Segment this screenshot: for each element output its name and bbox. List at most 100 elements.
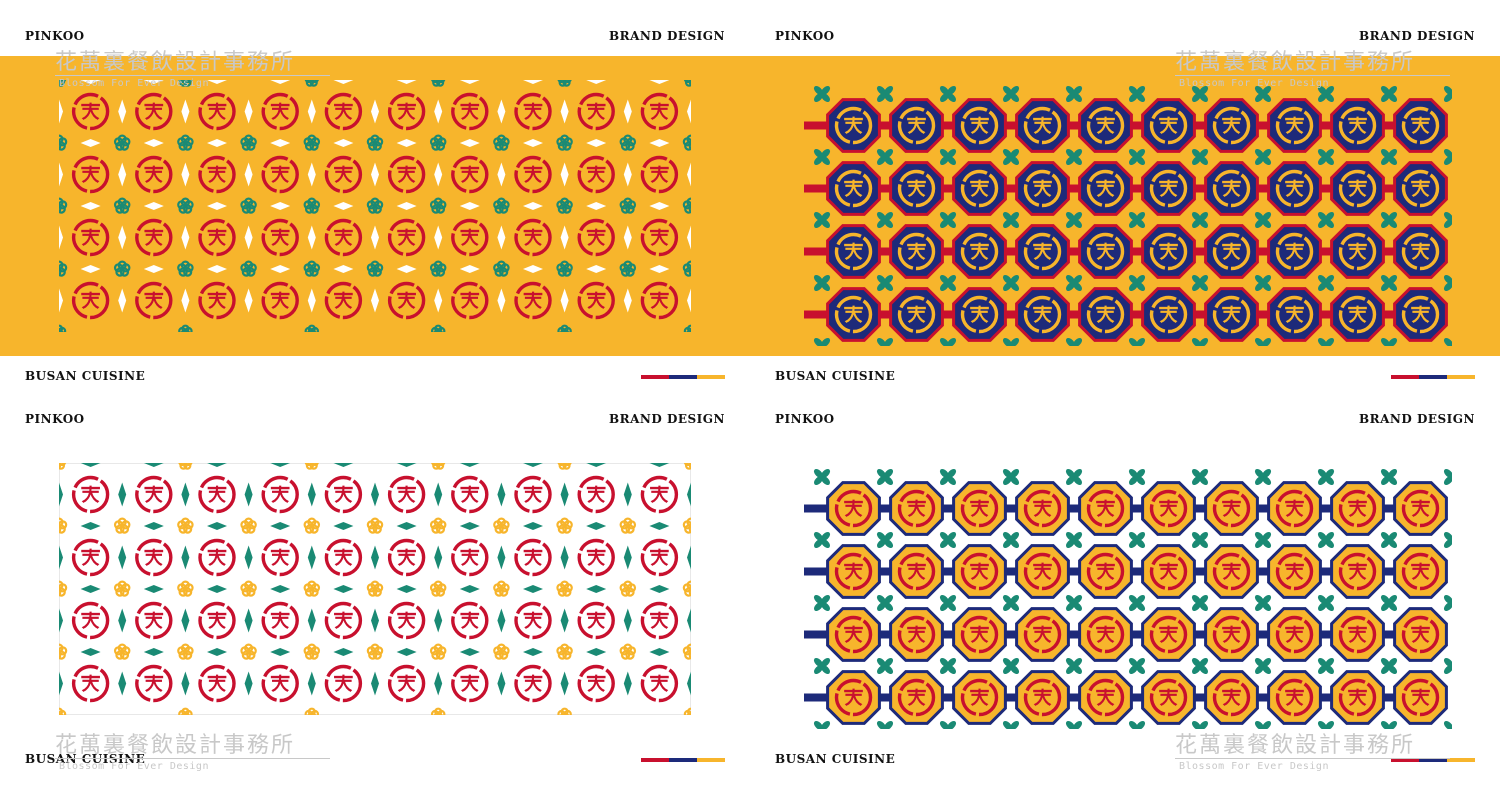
pattern-navy-octagon: 大大大大大大大大大大大大大大大大大大大大大大大大大大大大大大大大大大大大大大大大 [804, 85, 1452, 346]
brand-medallion: 大 [1086, 678, 1125, 717]
brand-medallion: 大 [577, 475, 615, 514]
leaf-motif [1380, 148, 1398, 166]
diamond-motif [118, 482, 127, 507]
diamond-motif [523, 463, 543, 467]
watermark-rule [55, 758, 330, 759]
diamond-motif [649, 522, 670, 530]
svg-text:大: 大 [587, 610, 605, 632]
diamond-motif [307, 288, 316, 313]
diamond-motif [649, 265, 670, 273]
flower-motif [557, 324, 572, 332]
leaf-motif [1254, 148, 1272, 166]
flower-motif [177, 517, 194, 534]
svg-text:大: 大 [398, 227, 416, 249]
flower-motif [304, 707, 320, 715]
diamond-motif [371, 162, 379, 187]
flower-motif [683, 324, 691, 332]
pattern-yellow-red-medallion: 大大大大大大大大大大大大大大大大大大大大大大大大大大大大大大大大大大大大大大大大 [59, 80, 691, 332]
brand-name: PINKOO [25, 29, 85, 43]
svg-text:大: 大 [845, 498, 863, 520]
brand-medallion: 大 [960, 615, 999, 654]
svg-text:大: 大 [845, 304, 863, 326]
flower-motif [59, 580, 68, 597]
brand-medallion: 大 [640, 664, 679, 703]
flower-motif [556, 517, 573, 534]
flower-motif [366, 643, 384, 660]
flower-motif [59, 643, 68, 660]
flower-motif [493, 134, 510, 151]
leaf-motif [813, 211, 831, 229]
flower-motif [556, 580, 573, 597]
brand-medallion: 大 [960, 232, 999, 271]
flower-motif [59, 463, 67, 470]
brand-medallion: 大 [897, 615, 936, 654]
diamond-motif [560, 608, 569, 633]
brand-medallion: 大 [897, 169, 936, 208]
diamond-motif [623, 671, 632, 696]
svg-text:大: 大 [1097, 178, 1115, 200]
diamond-motif [687, 608, 691, 633]
diamond-motif [244, 482, 253, 507]
flower-motif [303, 580, 321, 597]
diamond-motif [207, 265, 227, 273]
diamond-motif [80, 265, 101, 273]
diamond-motif [523, 80, 543, 84]
diamond-motif [649, 202, 670, 210]
diamond-motif [143, 265, 164, 273]
leaf-motif [1191, 211, 1209, 229]
leaf-motif [1065, 531, 1083, 549]
diamond-motif [244, 608, 253, 633]
diamond-motif [623, 608, 632, 633]
leaf-motif [1128, 468, 1146, 486]
leaf-motif [813, 337, 831, 346]
brand-medallion: 大 [1401, 615, 1440, 654]
brand-medallion: 大 [261, 664, 299, 703]
svg-text:大: 大 [145, 484, 163, 506]
svg-text:大: 大 [587, 673, 605, 695]
brand-medallion: 大 [960, 295, 999, 334]
leaf-motif [1254, 468, 1272, 486]
flower-motif [556, 643, 573, 660]
brand-medallion: 大 [1338, 678, 1377, 717]
brand-medallion: 大 [1338, 169, 1377, 208]
brand-medallion: 大 [1338, 295, 1377, 334]
flower-motif [556, 260, 573, 277]
flower-motif [682, 580, 691, 597]
diamond-motif [244, 671, 253, 696]
brand-medallion: 大 [71, 664, 110, 703]
diamond-motif [244, 99, 253, 124]
leaf-motif [1128, 531, 1146, 549]
diamond-motif [459, 202, 480, 210]
brand-medallion: 大 [834, 489, 873, 528]
diamond-motif [59, 99, 63, 124]
brand-medallion: 大 [387, 538, 426, 577]
brand-medallion: 大 [1212, 232, 1251, 271]
diamond-motif [181, 225, 190, 250]
leaf-motif [1191, 274, 1209, 292]
watermark-english: Blossom For Ever Design [1179, 761, 1329, 772]
brand-medallion: 大 [71, 281, 110, 320]
brand-medallion: 大 [1023, 615, 1062, 654]
svg-text:大: 大 [524, 227, 542, 249]
diamond-motif [396, 585, 417, 593]
svg-text:大: 大 [1349, 304, 1367, 326]
leaf-motif [813, 148, 831, 166]
svg-text:大: 大 [1097, 561, 1115, 583]
leaf-motif [939, 274, 957, 292]
leaf-motif [876, 148, 894, 166]
watermark-english: Blossom For Ever Design [59, 761, 209, 772]
diamond-motif [207, 585, 227, 593]
svg-text:大: 大 [208, 610, 226, 632]
diamond-motif [333, 139, 354, 147]
svg-text:大: 大 [82, 227, 100, 249]
svg-text:大: 大 [971, 624, 989, 646]
flower-motif [429, 134, 447, 151]
svg-text:大: 大 [145, 610, 163, 632]
svg-text:大: 大 [1160, 687, 1178, 709]
svg-text:大: 大 [1160, 304, 1178, 326]
diamond-motif [270, 463, 291, 467]
svg-text:大: 大 [1223, 241, 1241, 263]
diamond-motif [59, 608, 63, 633]
brand-medallion: 大 [1275, 295, 1314, 334]
flower-motif [682, 134, 691, 151]
